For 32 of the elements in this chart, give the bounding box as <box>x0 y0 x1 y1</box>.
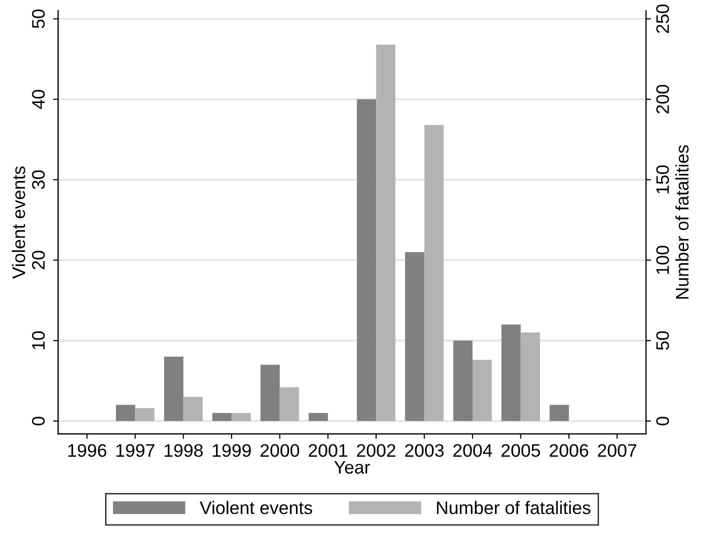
y-tick-label: 0 <box>32 416 45 426</box>
legend-label: Number of fatalities <box>437 500 590 514</box>
y2-tick-label: 250 <box>656 4 669 33</box>
y-tick-label: 50 <box>32 9 45 28</box>
y2-tick-label: 100 <box>656 246 669 274</box>
bar <box>164 356 184 422</box>
bar <box>550 404 569 422</box>
y2-tick-label: 150 <box>656 165 669 194</box>
x-tick-label: 1999 <box>212 444 251 457</box>
y-tick-label: 20 <box>32 250 45 270</box>
y2-tick-label: 200 <box>656 84 669 114</box>
x-tick-label: 1996 <box>68 444 106 457</box>
y2-axis-title: Number of fatalities <box>675 145 689 299</box>
x-tick-label: 1997 <box>116 444 154 457</box>
y2-tick-label: 0 <box>656 416 669 426</box>
y-tick-label: 10 <box>32 331 45 350</box>
x-tick-label: 2004 <box>453 444 492 457</box>
x-tick-label: 2000 <box>260 444 300 457</box>
y-axis-title: Violent events <box>12 166 26 279</box>
x-axis-title: Year <box>334 461 370 474</box>
bar <box>308 412 328 422</box>
x-tick-label: 2001 <box>308 444 348 457</box>
x-tick-label: 2002 <box>356 444 396 457</box>
x-tick-label: 2007 <box>598 444 636 457</box>
x-tick-label: 2006 <box>550 444 588 457</box>
y2-tick-label: 50 <box>656 331 669 350</box>
legend-label: Violent events <box>200 500 312 514</box>
x-tick-label: 2005 <box>502 444 540 457</box>
x-tick-label: 2003 <box>405 444 444 457</box>
x-tick-label: 1998 <box>164 444 203 457</box>
y-tick-label: 30 <box>32 170 45 190</box>
y-tick-label: 40 <box>32 90 45 109</box>
